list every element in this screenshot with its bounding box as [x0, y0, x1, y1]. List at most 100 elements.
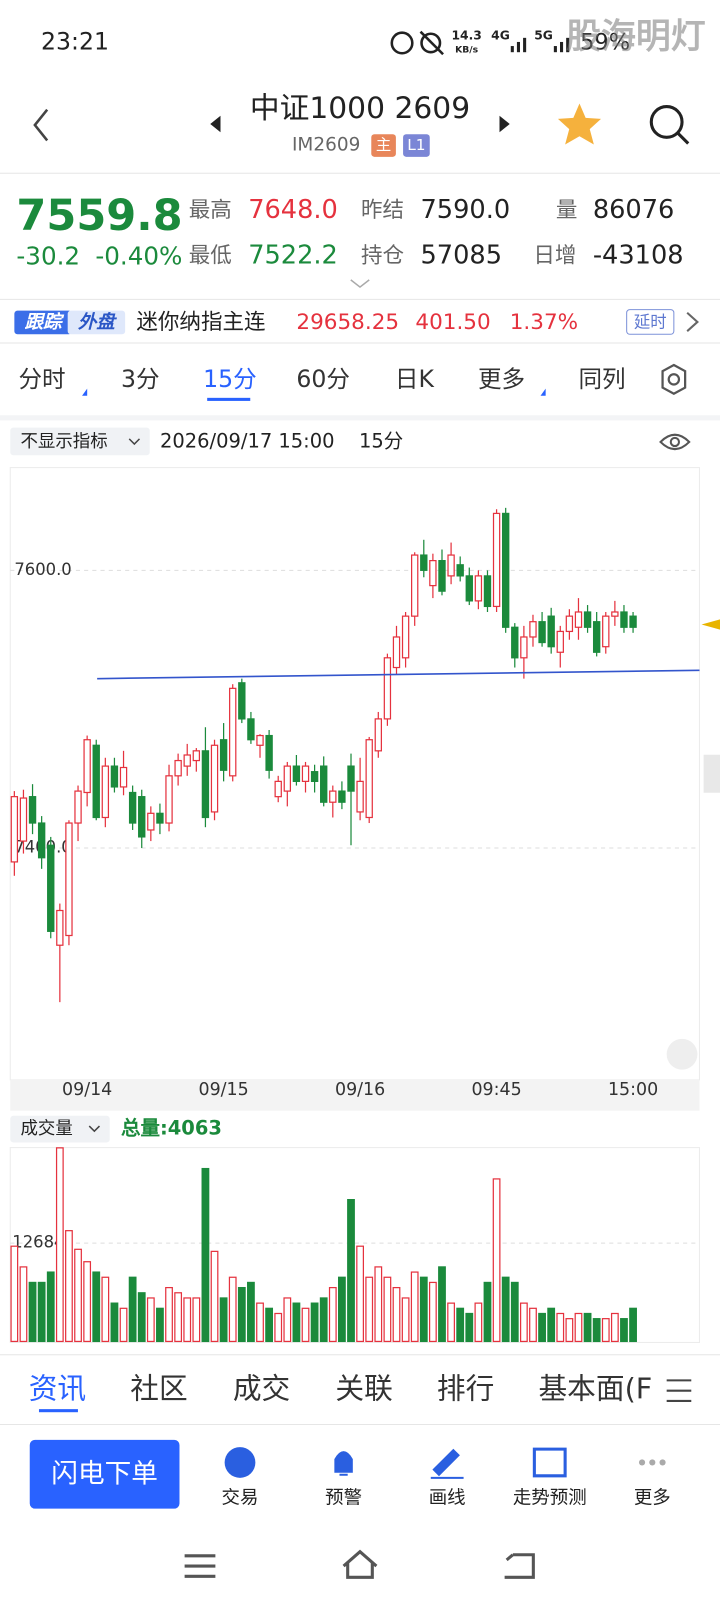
volume-bar — [392, 1286, 401, 1343]
ticker-pct: 1.37% — [510, 310, 578, 335]
candle-body — [320, 765, 328, 803]
bottom-tabs: 资讯 社区 成交 关联 排行 基本面(F — [29, 1372, 652, 1413]
toolbar-item[interactable]: 更多 — [634, 1487, 671, 1508]
icon-alert — [334, 1451, 353, 1476]
toolbar-item[interactable]: 画线 — [429, 1487, 466, 1508]
candle-body — [292, 765, 301, 782]
ticker-change: 401.50 — [415, 310, 490, 335]
candle-body — [65, 822, 73, 937]
period-tab[interactable]: 同列 — [578, 365, 625, 393]
bottom-tab[interactable]: 关联 — [335, 1372, 392, 1406]
status-speed: 14.3 — [451, 28, 481, 42]
toolbar-item[interactable]: 交易 — [222, 1487, 259, 1508]
next-contract[interactable] — [499, 115, 510, 133]
volume-bar — [492, 1178, 501, 1343]
candle-body — [110, 765, 119, 788]
candle-body — [438, 560, 446, 592]
candle-body — [374, 718, 382, 752]
bottom-tab[interactable]: 资讯 — [29, 1372, 86, 1406]
period-tab[interactable]: 日K — [395, 365, 435, 393]
volume-bar — [428, 1281, 437, 1343]
bottom-tab[interactable]: 成交 — [233, 1372, 290, 1406]
back-button[interactable] — [33, 108, 49, 142]
settings-button[interactable] — [661, 363, 687, 396]
volume-bar — [620, 1318, 628, 1343]
volume-bar — [556, 1312, 565, 1343]
volume-bar — [128, 1276, 137, 1343]
favorite-star[interactable] — [557, 103, 602, 145]
x-tick-label: 09/14 — [62, 1080, 112, 1100]
y-tick-label: 12684 — [12, 1233, 64, 1252]
prev-contract[interactable] — [210, 115, 221, 133]
last-price-marker — [701, 619, 720, 630]
indicator-select[interactable] — [10, 427, 150, 456]
volume-bar — [465, 1312, 474, 1343]
label: 最低 — [189, 243, 232, 268]
period-tab[interactable]: 3分 — [121, 365, 160, 393]
status-speed-unit: KB/s — [455, 45, 479, 56]
delay: 延时 — [634, 312, 667, 331]
toolbar-item[interactable]: 走势预测 — [513, 1487, 587, 1508]
candle-body — [429, 560, 437, 587]
nav-home[interactable] — [342, 1549, 378, 1579]
toolbar-item[interactable]: 预警 — [325, 1487, 362, 1508]
candle-body — [592, 621, 601, 653]
candle-body — [229, 687, 237, 777]
bottom-tab[interactable]: 基本面(F — [538, 1372, 652, 1406]
value: 7648.0 — [248, 195, 338, 225]
badge-bg — [403, 134, 430, 157]
bottom-tab[interactable]: 社区 — [130, 1372, 187, 1406]
candle-body — [565, 615, 574, 633]
volume-bar — [110, 1302, 119, 1343]
volume-bar — [583, 1312, 592, 1343]
period-tab[interactable]: 60分 — [296, 365, 350, 393]
volume-bar — [356, 1245, 365, 1343]
volume-bar — [347, 1199, 355, 1343]
volume-select[interactable] — [10, 1115, 110, 1143]
menu-button[interactable] — [666, 1379, 692, 1402]
status-net: 4G — [491, 28, 510, 42]
badge-bg — [371, 134, 396, 157]
candle-body — [529, 621, 537, 638]
value: -43108 — [593, 240, 684, 270]
candle-body — [392, 636, 401, 669]
volume-bar — [410, 1271, 419, 1343]
candle-body — [447, 554, 455, 577]
y-tick-label: 7600.0 — [14, 560, 71, 579]
candle-body — [629, 615, 637, 628]
bottom-tab[interactable]: 排行 — [437, 1372, 494, 1406]
contract-code: IM2609 — [292, 135, 360, 156]
status-net: 5G — [534, 28, 553, 42]
volume-bar — [538, 1312, 546, 1343]
search-button[interactable] — [649, 105, 690, 145]
candle-body — [520, 636, 528, 659]
period-tab[interactable]: 分时 — [18, 365, 65, 393]
volume-bar — [46, 1271, 55, 1343]
volume-bar — [519, 1302, 528, 1343]
flash-order-button[interactable] — [29, 1439, 180, 1509]
period-tab[interactable]: 更多 — [478, 365, 525, 393]
side-handle[interactable] — [703, 754, 720, 793]
fullscreen-button[interactable] — [666, 1038, 698, 1070]
candle-body — [192, 750, 201, 762]
volume-bar — [210, 1250, 219, 1343]
volume-bar — [310, 1302, 319, 1343]
nav-back[interactable] — [504, 1553, 535, 1579]
eye-toggle[interactable] — [659, 433, 691, 451]
period-tabs: 分时 3分 15分 60分 日K 更多 同列 — [18, 365, 626, 401]
candle-body — [365, 739, 373, 819]
icon-trade — [224, 1447, 256, 1478]
volume-bar — [447, 1302, 455, 1343]
candle-body — [483, 575, 492, 608]
volume-bar — [419, 1276, 428, 1343]
ticker-more[interactable] — [686, 311, 699, 332]
status-time: 23:21 — [41, 27, 109, 55]
volume-bar — [374, 1266, 383, 1343]
nav-menu[interactable] — [184, 1554, 216, 1578]
volume-bar — [192, 1297, 201, 1343]
period-tab[interactable]: 15分 — [203, 365, 257, 393]
volume-bar — [501, 1276, 510, 1343]
expand[interactable] — [350, 279, 370, 289]
volume-bar — [438, 1266, 446, 1343]
dropdown-mark — [540, 388, 546, 396]
